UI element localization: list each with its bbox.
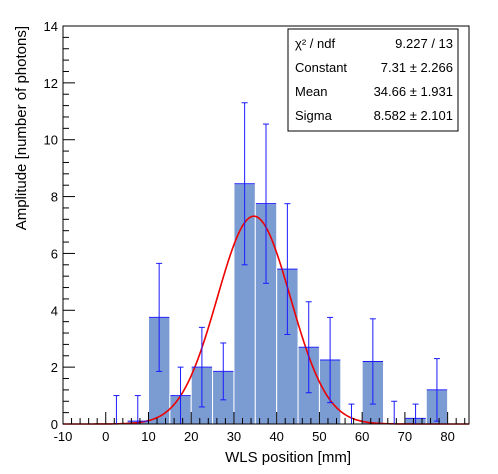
stats-box-frame (287, 28, 459, 132)
y-tick-label: 10 (44, 133, 58, 148)
stats-value: 34.66 ± 1.931 (374, 84, 453, 99)
x-tick-label: 50 (312, 429, 326, 444)
stats-label: Mean (295, 84, 328, 99)
x-axis-title: WLS position [mm] (225, 449, 351, 466)
x-tick-label: 70 (398, 429, 412, 444)
y-tick-label: 4 (51, 303, 58, 318)
x-tick-label: 80 (440, 429, 454, 444)
stats-value: 8.582 ± 2.101 (374, 108, 453, 123)
y-tick-label: 14 (44, 19, 58, 34)
x-tick-label: 10 (141, 429, 155, 444)
y-tick-label: 2 (51, 360, 58, 375)
stats-label: Constant (295, 60, 347, 75)
y-axis: 0 2 4 6 8 10 12 14 (44, 19, 75, 432)
x-axis: -10 0 10 20 30 40 50 60 70 80 (54, 412, 466, 444)
stats-value: 9.227 / 13 (395, 36, 453, 51)
plot-frame (62, 25, 470, 425)
stats-label: Sigma (295, 108, 333, 123)
y-tick-label: 0 (51, 417, 58, 432)
x-tick-label: 40 (269, 429, 283, 444)
stats-label: χ² / ndf (295, 36, 335, 51)
fit-stats-box: χ² / ndf 9.227 / 13 Constant 7.31 ± 2.266 Me… (287, 28, 459, 132)
x-tick-label: 20 (184, 429, 198, 444)
y-tick-label: 12 (44, 76, 58, 91)
x-tick-label: 30 (227, 429, 241, 444)
stats-value: 7.31 ± 2.266 (381, 60, 453, 75)
y-tick-label: 8 (51, 190, 58, 205)
x-tick-label: -10 (54, 429, 73, 444)
y-axis-title: Amplitude [number of photons] (13, 26, 30, 230)
y-tick-label: 6 (51, 246, 58, 261)
x-tick-label: 0 (102, 429, 109, 444)
x-tick-label: 60 (355, 429, 369, 444)
